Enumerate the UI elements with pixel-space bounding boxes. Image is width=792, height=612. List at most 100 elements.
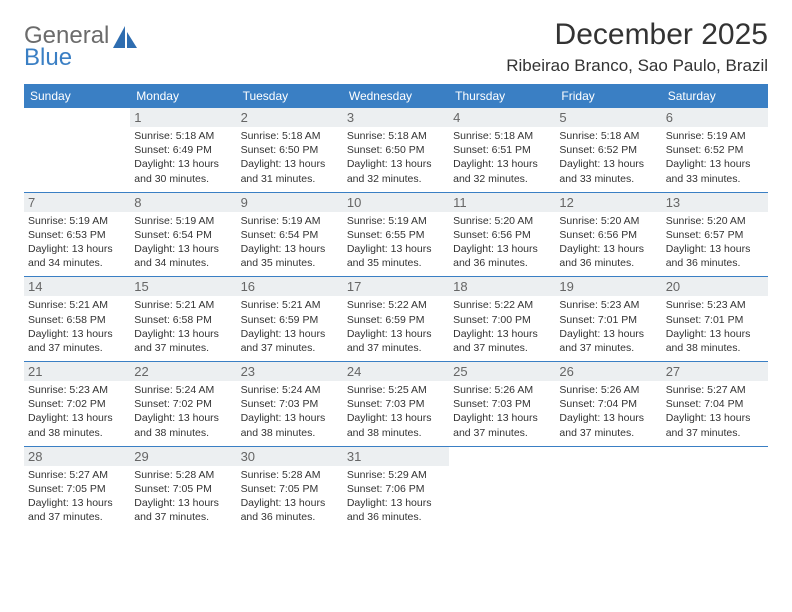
calendar-week-row: 14Sunrise: 5:21 AMSunset: 6:58 PMDayligh… <box>24 277 768 362</box>
daylight-line: Daylight: 13 hours and 37 minutes. <box>241 327 339 355</box>
daylight-line: Daylight: 13 hours and 37 minutes. <box>453 327 551 355</box>
daylight-line: Daylight: 13 hours and 37 minutes. <box>559 327 657 355</box>
day-number: 6 <box>662 108 768 127</box>
day-number: 19 <box>555 277 661 296</box>
daylight-line: Daylight: 13 hours and 33 minutes. <box>666 157 764 185</box>
day-number: 28 <box>24 447 130 466</box>
sunset-line: Sunset: 7:05 PM <box>28 482 126 496</box>
daylight-line: Daylight: 13 hours and 37 minutes. <box>347 327 445 355</box>
calendar-week-row: 21Sunrise: 5:23 AMSunset: 7:02 PMDayligh… <box>24 362 768 447</box>
sunset-line: Sunset: 7:01 PM <box>666 313 764 327</box>
calendar-week-row: 28Sunrise: 5:27 AMSunset: 7:05 PMDayligh… <box>24 447 768 531</box>
sunrise-line: Sunrise: 5:22 AM <box>453 298 551 312</box>
day-number: 17 <box>343 277 449 296</box>
day-number: 15 <box>130 277 236 296</box>
day-number: 11 <box>449 193 555 212</box>
day-number: 8 <box>130 193 236 212</box>
day-number: 16 <box>237 277 343 296</box>
calendar-day-cell: 13Sunrise: 5:20 AMSunset: 6:57 PMDayligh… <box>662 193 768 277</box>
calendar-day-cell: 26Sunrise: 5:26 AMSunset: 7:04 PMDayligh… <box>555 362 661 446</box>
sunrise-line: Sunrise: 5:21 AM <box>28 298 126 312</box>
sunset-line: Sunset: 7:01 PM <box>559 313 657 327</box>
weekday-header: Friday <box>555 84 661 108</box>
calendar-day-cell: 7Sunrise: 5:19 AMSunset: 6:53 PMDaylight… <box>24 193 130 277</box>
daylight-line: Daylight: 13 hours and 35 minutes. <box>241 242 339 270</box>
sunset-line: Sunset: 6:56 PM <box>453 228 551 242</box>
sunset-line: Sunset: 6:50 PM <box>241 143 339 157</box>
sunset-line: Sunset: 6:54 PM <box>134 228 232 242</box>
sunset-line: Sunset: 7:03 PM <box>241 397 339 411</box>
sunrise-line: Sunrise: 5:26 AM <box>453 383 551 397</box>
calendar-day-cell: 4Sunrise: 5:18 AMSunset: 6:51 PMDaylight… <box>449 108 555 192</box>
day-number: 10 <box>343 193 449 212</box>
sunset-line: Sunset: 7:03 PM <box>347 397 445 411</box>
day-number: 26 <box>555 362 661 381</box>
daylight-line: Daylight: 13 hours and 32 minutes. <box>347 157 445 185</box>
daylight-line: Daylight: 13 hours and 37 minutes. <box>559 411 657 439</box>
calendar-day-cell: 31Sunrise: 5:29 AMSunset: 7:06 PMDayligh… <box>343 447 449 531</box>
day-number: 3 <box>343 108 449 127</box>
day-number: 5 <box>555 108 661 127</box>
daylight-line: Daylight: 13 hours and 38 minutes. <box>347 411 445 439</box>
calendar-day-cell: 23Sunrise: 5:24 AMSunset: 7:03 PMDayligh… <box>237 362 343 446</box>
day-number: 7 <box>24 193 130 212</box>
sunset-line: Sunset: 6:57 PM <box>666 228 764 242</box>
sunset-line: Sunset: 7:06 PM <box>347 482 445 496</box>
day-number: 9 <box>237 193 343 212</box>
calendar-day-cell <box>662 447 768 531</box>
calendar-day-cell <box>24 108 130 192</box>
day-number: 31 <box>343 447 449 466</box>
calendar-day-cell: 28Sunrise: 5:27 AMSunset: 7:05 PMDayligh… <box>24 447 130 531</box>
sunrise-line: Sunrise: 5:28 AM <box>134 468 232 482</box>
weekday-header: Saturday <box>662 84 768 108</box>
sunrise-line: Sunrise: 5:19 AM <box>134 214 232 228</box>
sunset-line: Sunset: 6:54 PM <box>241 228 339 242</box>
sunset-line: Sunset: 7:04 PM <box>666 397 764 411</box>
daylight-line: Daylight: 13 hours and 37 minutes. <box>134 496 232 524</box>
calendar-day-cell: 10Sunrise: 5:19 AMSunset: 6:55 PMDayligh… <box>343 193 449 277</box>
sunrise-line: Sunrise: 5:22 AM <box>347 298 445 312</box>
sunrise-line: Sunrise: 5:19 AM <box>347 214 445 228</box>
day-number: 4 <box>449 108 555 127</box>
day-number: 1 <box>130 108 236 127</box>
weekday-header: Wednesday <box>343 84 449 108</box>
day-number: 22 <box>130 362 236 381</box>
day-number: 12 <box>555 193 661 212</box>
sunset-line: Sunset: 7:03 PM <box>453 397 551 411</box>
sunrise-line: Sunrise: 5:20 AM <box>559 214 657 228</box>
calendar-day-cell: 5Sunrise: 5:18 AMSunset: 6:52 PMDaylight… <box>555 108 661 192</box>
calendar-day-cell: 15 Sunrise: 5:21 AMSunset: 6:58 PMDayligh… <box>130 277 236 361</box>
daylight-line: Daylight: 13 hours and 37 minutes. <box>666 411 764 439</box>
day-number: 24 <box>343 362 449 381</box>
day-number: 25 <box>449 362 555 381</box>
sunrise-line: Sunrise: 5:28 AM <box>241 468 339 482</box>
weekday-header: Thursday <box>449 84 555 108</box>
sunrise-line: Sunrise: 5:27 AM <box>666 383 764 397</box>
sunrise-line: Sunrise: 5:19 AM <box>241 214 339 228</box>
calendar-day-cell: 29Sunrise: 5:28 AMSunset: 7:05 PMDayligh… <box>130 447 236 531</box>
daylight-line: Daylight: 13 hours and 36 minutes. <box>559 242 657 270</box>
daylight-line: Daylight: 13 hours and 38 minutes. <box>28 411 126 439</box>
day-number: 18 <box>449 277 555 296</box>
calendar: SundayMondayTuesdayWednesdayThursdayFrid… <box>24 84 768 530</box>
calendar-header-row: SundayMondayTuesdayWednesdayThursdayFrid… <box>24 84 768 108</box>
daylight-line: Daylight: 13 hours and 36 minutes. <box>241 496 339 524</box>
daylight-line: Daylight: 13 hours and 37 minutes. <box>28 496 126 524</box>
sunset-line: Sunset: 6:59 PM <box>241 313 339 327</box>
daylight-line: Daylight: 13 hours and 37 minutes. <box>134 327 232 355</box>
daylight-line: Daylight: 13 hours and 38 minutes. <box>241 411 339 439</box>
daylight-line: Daylight: 13 hours and 37 minutes. <box>453 411 551 439</box>
sunrise-line: Sunrise: 5:24 AM <box>241 383 339 397</box>
sunset-line: Sunset: 6:58 PM <box>134 313 232 327</box>
sunrise-line: Sunrise: 5:21 AM <box>134 298 232 312</box>
day-number: 30 <box>237 447 343 466</box>
daylight-line: Daylight: 13 hours and 36 minutes. <box>453 242 551 270</box>
day-number: 2 <box>237 108 343 127</box>
daylight-line: Daylight: 13 hours and 32 minutes. <box>453 157 551 185</box>
sunrise-line: Sunrise: 5:19 AM <box>28 214 126 228</box>
calendar-day-cell: 18Sunrise: 5:22 AMSunset: 7:00 PMDayligh… <box>449 277 555 361</box>
calendar-day-cell: 11Sunrise: 5:20 AMSunset: 6:56 PMDayligh… <box>449 193 555 277</box>
calendar-body: 1Sunrise: 5:18 AMSunset: 6:49 PMDaylight… <box>24 108 768 530</box>
header: General Blue December 2025 Ribeirao Bran… <box>24 18 768 76</box>
calendar-day-cell: 6Sunrise: 5:19 AMSunset: 6:52 PMDaylight… <box>662 108 768 192</box>
